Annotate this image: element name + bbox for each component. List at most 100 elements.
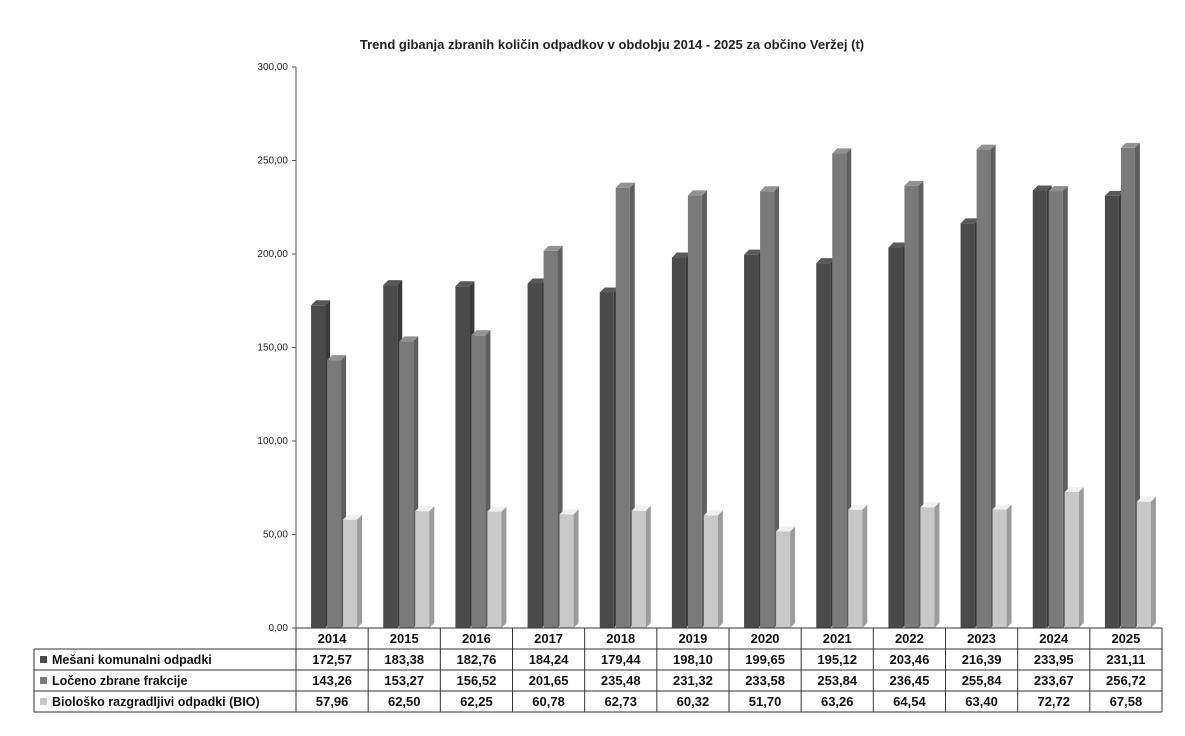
y-tick-label: 200,00 — [257, 249, 288, 260]
bar-top — [976, 144, 996, 150]
bar-front — [848, 509, 863, 628]
bar-side — [990, 144, 996, 628]
data-label: 60,32 — [677, 694, 710, 709]
data-label: 203,46 — [890, 652, 930, 667]
data-label: 236,45 — [890, 673, 930, 688]
bar-side — [501, 506, 507, 628]
y-axis: 0,00 50,00 100,00 150,00 200,00 250,00 300,00 — [257, 62, 297, 634]
bar-2017-series-3 — [559, 509, 579, 628]
bar-front — [615, 187, 630, 628]
bar-top — [415, 506, 435, 512]
data-label: 255,84 — [962, 673, 1003, 688]
bar-side — [1078, 487, 1084, 628]
bar-front — [599, 292, 614, 628]
bar-top — [1032, 185, 1052, 191]
bar-front — [816, 263, 831, 628]
x-category-label: 2019 — [678, 631, 707, 646]
bar-top — [992, 504, 1012, 510]
bar-front — [703, 515, 718, 628]
data-label: 233,95 — [1034, 652, 1074, 667]
data-label: 172,57 — [312, 652, 352, 667]
bar-front — [1120, 147, 1135, 628]
legend-label: Ločeno zbrane frakcije — [52, 674, 188, 688]
bar-2021-series-3 — [848, 504, 868, 628]
x-category-label: 2017 — [534, 631, 563, 646]
bar-top — [888, 242, 908, 248]
legend-swatch — [40, 698, 47, 705]
bar-front — [383, 285, 398, 628]
bar-front — [415, 511, 430, 628]
bar-top — [327, 355, 347, 361]
bar-front — [1064, 492, 1079, 628]
bar-2020-series-3 — [776, 526, 796, 628]
bar-top — [1120, 142, 1140, 148]
bar-front — [992, 509, 1007, 628]
bar-top — [487, 506, 507, 512]
bar-2015-series-2 — [399, 336, 419, 628]
data-label: 57,96 — [316, 694, 349, 709]
legend-label: Mešani komunalni odpadki — [52, 653, 212, 667]
bar-top — [1048, 186, 1068, 192]
bar-top — [848, 504, 868, 510]
y-tick-label: 100,00 — [257, 436, 288, 447]
bar-2022-series-3 — [920, 502, 940, 628]
bar-front — [471, 335, 486, 628]
bar-front — [327, 360, 342, 628]
legend-swatch — [40, 656, 47, 663]
data-label: 62,73 — [604, 694, 637, 709]
data-label: 235,48 — [601, 673, 641, 688]
bar-top — [832, 148, 852, 154]
bar-front — [671, 257, 686, 628]
y-tick-label: 250,00 — [257, 156, 288, 167]
bar-side — [1150, 496, 1156, 628]
data-label: 62,50 — [388, 694, 421, 709]
data-label: 63,26 — [821, 694, 854, 709]
bar-top — [1064, 487, 1084, 493]
bar-front — [744, 254, 759, 629]
bar-top — [311, 300, 331, 306]
data-label: 183,38 — [384, 652, 424, 667]
bar-front — [311, 305, 326, 628]
legend-entry-1: Mešani komunalni odpadki — [40, 653, 212, 667]
bar-side — [862, 504, 868, 628]
data-label: 72,72 — [1037, 694, 1070, 709]
bar-top — [543, 245, 563, 251]
data-label: 182,76 — [457, 652, 497, 667]
bar-front — [776, 531, 791, 628]
bar-top — [744, 249, 764, 255]
bar-top — [776, 526, 796, 532]
bar-front — [960, 223, 975, 628]
x-category-label: 2014 — [318, 631, 348, 646]
bar-front — [343, 519, 358, 628]
x-category-label: 2023 — [967, 631, 996, 646]
bar-top — [703, 510, 723, 516]
bar-front — [1104, 195, 1119, 629]
data-label: 231,32 — [673, 673, 713, 688]
bar-2018-series-3 — [631, 505, 651, 628]
bar-front — [543, 250, 558, 629]
bar-front — [1048, 191, 1063, 628]
y-tick-label: 150,00 — [257, 343, 288, 354]
x-category-label: 2022 — [895, 631, 924, 646]
data-label: 253,84 — [817, 673, 858, 688]
bar-front — [455, 286, 470, 628]
bar-top — [343, 514, 363, 520]
bar-top — [687, 190, 707, 196]
bar-front — [559, 514, 574, 628]
x-category-label: 2020 — [751, 631, 780, 646]
bar-top — [760, 186, 780, 192]
bar-2016-series-3 — [487, 506, 507, 628]
data-label: 231,11 — [1106, 652, 1145, 667]
bar-front — [904, 185, 919, 628]
bar-top — [471, 330, 491, 336]
bar-top — [1136, 496, 1156, 502]
bar-top — [455, 281, 475, 287]
bar-top — [527, 278, 547, 284]
data-label: 156,52 — [457, 673, 497, 688]
data-label: 60,78 — [532, 694, 565, 709]
bar-top — [904, 180, 924, 186]
bar-top — [816, 258, 836, 264]
bar-front — [920, 507, 935, 628]
data-label: 198,10 — [673, 652, 713, 667]
